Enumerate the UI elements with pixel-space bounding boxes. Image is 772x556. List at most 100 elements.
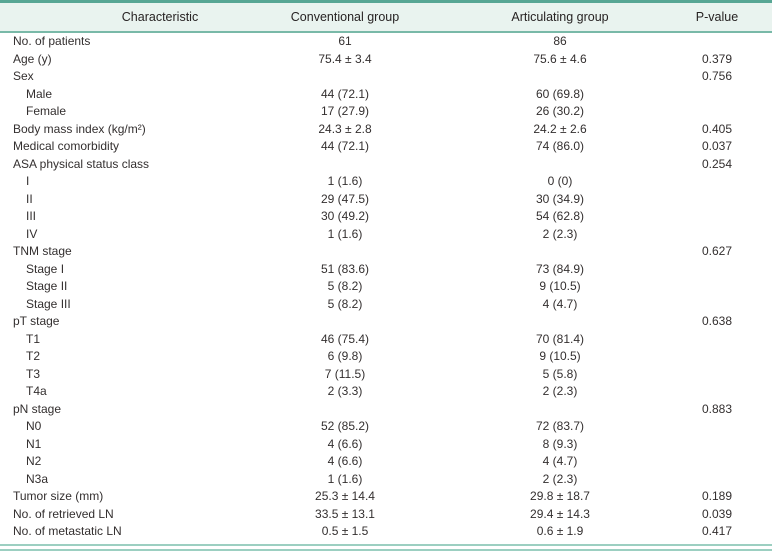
table-row: T3 7 (11.5) 5 (5.8) — [0, 366, 772, 384]
conventional-value: 0.5 ± 1.5 — [321, 524, 369, 538]
table-row: No. of metastatic LN 0.5 ± 1.5 0.6 ± 1.9 0.… — [0, 523, 772, 541]
p-value — [662, 191, 772, 209]
p-value: 0.254 — [701, 156, 733, 171]
articulating-value: 54 (62.8) — [535, 209, 585, 223]
p-value — [662, 173, 772, 191]
p-value: 0.638 — [701, 314, 733, 328]
p-value — [662, 471, 772, 489]
row-label: Stage II — [26, 279, 68, 293]
articulating-value — [458, 313, 662, 331]
patient-characteristics-table: Characteristic Conventional group Articu… — [0, 0, 772, 541]
conventional-value: 1 (1.6) — [327, 471, 363, 486]
conventional-value: 7 (11.5) — [324, 366, 366, 381]
articulating-value: 2 (2.3) — [542, 471, 578, 486]
p-value — [662, 86, 772, 104]
p-value — [662, 32, 772, 51]
articulating-value: 60 (69.8) — [535, 86, 585, 101]
row-label: Age (y) — [13, 51, 52, 66]
table-row: Stage I 51 (83.6) 73 (84.9) — [0, 261, 772, 279]
conventional-value: 4 (6.6) — [327, 454, 363, 468]
p-value: 0.883 — [701, 401, 733, 416]
articulating-value: 4 (4.7) — [542, 454, 578, 468]
conventional-value: 24.3 ± 2.8 — [318, 121, 372, 136]
row-label: ASA physical status class — [13, 156, 150, 171]
row-label: II — [26, 191, 33, 206]
conventional-value: 1 (1.6) — [327, 174, 363, 188]
conventional-value: 44 (72.1) — [320, 86, 370, 101]
articulating-value: 24.2 ± 2.6 — [533, 121, 587, 136]
row-label: pN stage — [13, 401, 62, 416]
articulating-value: 29.8 ± 18.7 — [530, 489, 590, 503]
row-label: N1 — [26, 436, 42, 451]
articulating-value: 73 (84.9) — [535, 261, 585, 276]
row-label: T4a — [26, 384, 47, 398]
row-label: Female — [26, 104, 67, 118]
conventional-value — [232, 243, 458, 261]
row-label: Sex — [13, 69, 34, 83]
table-row: Stage II 5 (8.2) 9 (10.5) — [0, 278, 772, 296]
articulating-value: 2 (2.3) — [542, 384, 578, 398]
conventional-value: 61 — [338, 34, 352, 48]
p-value: 0.189 — [701, 489, 733, 503]
articulating-value — [458, 68, 662, 86]
p-value: 0.379 — [701, 51, 733, 66]
p-value: 0.039 — [701, 506, 733, 521]
articulating-value: 26 (30.2) — [535, 104, 585, 118]
p-value: 0.756 — [701, 69, 733, 83]
articulating-value: 70 (81.4) — [535, 331, 585, 346]
col-header-articulating-group: Articulating group — [458, 1, 662, 33]
p-value — [662, 208, 772, 226]
conventional-value — [232, 156, 458, 174]
table-row: TNM stage 0.627 — [0, 243, 772, 261]
table-row: Medical comorbidity 44 (72.1) 74 (86.0) 0.0… — [0, 138, 772, 156]
conventional-value: 6 (9.8) — [327, 349, 363, 363]
table-row: N3a 1 (1.6) 2 (2.3) — [0, 471, 772, 489]
conventional-value: 75.4 ± 3.4 — [318, 51, 372, 66]
p-value: 0.037 — [701, 139, 733, 153]
p-value — [662, 331, 772, 349]
table-row: II 29 (47.5) 30 (34.9) — [0, 191, 772, 209]
p-value — [662, 226, 772, 244]
conventional-value: 5 (8.2) — [327, 296, 363, 311]
bottom-rule-top — [0, 543, 772, 546]
articulating-value — [458, 243, 662, 261]
header-row: Characteristic Conventional group Articu… — [0, 1, 772, 33]
row-label: No. of metastatic LN — [13, 524, 122, 538]
p-value: 0.627 — [701, 244, 733, 258]
conventional-value: 44 (72.1) — [320, 139, 370, 153]
articulating-value: 86 — [553, 34, 567, 48]
row-label: N0 — [26, 419, 42, 433]
table-row: No. of retrieved LN 33.5 ± 13.1 29.4 ± 14.… — [0, 506, 772, 524]
row-label: T3 — [26, 366, 41, 381]
row-label: III — [26, 209, 37, 223]
conventional-value: 5 (8.2) — [327, 279, 363, 293]
table-row: T2 6 (9.8) 9 (10.5) — [0, 348, 772, 366]
conventional-value: 51 (83.6) — [320, 261, 370, 276]
table-row: pT stage 0.638 — [0, 313, 772, 331]
articulating-value: 30 (34.9) — [535, 191, 585, 206]
table-row: No. of patients 61 86 — [0, 32, 772, 51]
table-row: ASA physical status class 0.254 — [0, 156, 772, 174]
p-value: 0.405 — [701, 121, 733, 136]
row-label: Stage III — [26, 296, 71, 311]
conventional-value — [232, 401, 458, 419]
row-label: T2 — [26, 349, 41, 363]
articulating-value: 4 (4.7) — [542, 296, 578, 311]
table-header: Characteristic Conventional group Articu… — [0, 1, 772, 33]
row-label: IV — [26, 226, 38, 241]
table-row: Stage III 5 (8.2) 4 (4.7) — [0, 296, 772, 314]
p-value — [662, 261, 772, 279]
conventional-value: 4 (6.6) — [327, 436, 363, 451]
row-label: Male — [26, 86, 53, 101]
table-row: Sex 0.756 — [0, 68, 772, 86]
bottom-double-rule — [0, 543, 772, 551]
conventional-value: 25.3 ± 14.4 — [315, 489, 375, 503]
p-value — [662, 103, 772, 121]
conventional-value: 30 (49.2) — [320, 209, 370, 223]
row-label: Stage I — [26, 261, 65, 276]
table-row: Male 44 (72.1) 60 (69.8) — [0, 86, 772, 104]
conventional-value — [232, 313, 458, 331]
articulating-value: 8 (9.3) — [542, 436, 578, 451]
table-body: No. of patients 61 86 Age (y) 75.4 ± 3.4 75.6… — [0, 32, 772, 541]
